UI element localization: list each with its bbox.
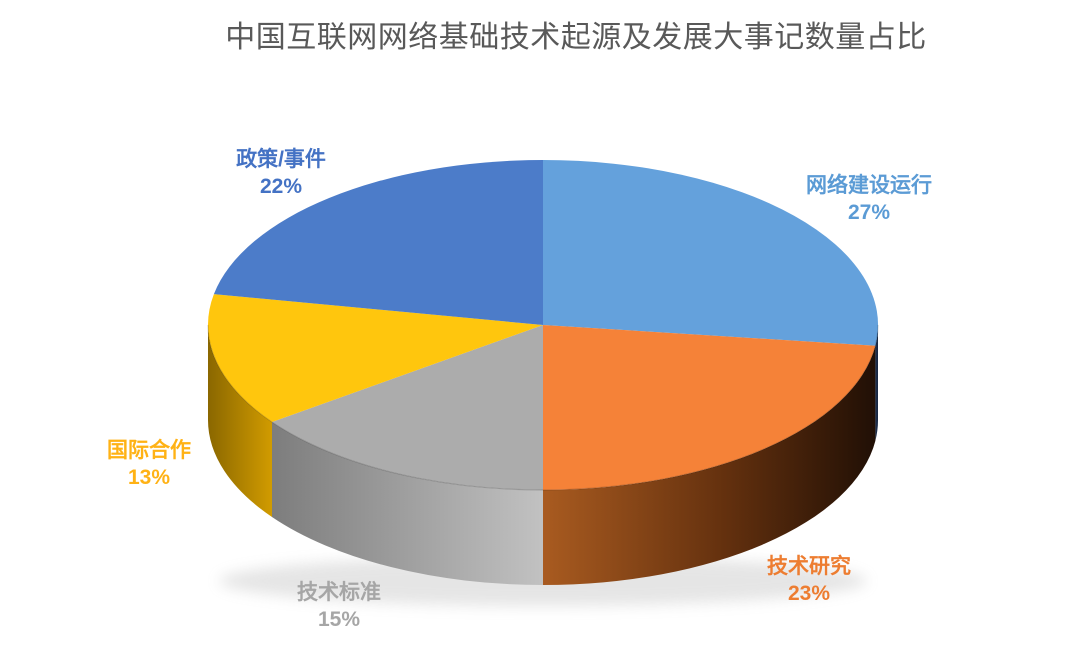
pie-slice-network-operations [543,160,879,346]
pie-side-tech-standards [272,422,543,585]
pie-side-tech-research [543,345,876,585]
pie-slice-tech-standards [272,325,543,490]
pie-slice-intl-cooperation [207,294,543,422]
label-tech-standards-name: 技术标准 [297,581,381,604]
label-tech-standards: 技术标准 15% [297,579,381,633]
chart-title: 中国互联网网络基础技术起源及发展大事记数量占比 [225,21,927,54]
label-intl-cooperation: 国际合作 13% [107,437,191,491]
label-tech-research-pct: 23% [787,582,831,605]
label-policy-events: 政策/事件 22% [236,146,326,200]
pie-slice-tech-research [543,325,876,490]
label-tech-standards-pct: 15% [317,608,361,631]
label-intl-cooperation-pct: 13% [127,466,171,489]
pie-rim [207,324,879,491]
pie-slice-policy-events [213,160,543,325]
label-policy-events-name: 政策/事件 [236,148,326,171]
label-intl-cooperation-name: 国际合作 [107,439,191,462]
label-policy-events-pct: 22% [259,175,303,198]
label-network-operations: 网络建设运行 27% [806,172,932,226]
pie-side-network-operations [875,325,879,441]
label-network-operations-name: 网络建设运行 [806,174,932,197]
label-network-operations-pct: 27% [847,201,891,224]
label-tech-research: 技术研究 23% [767,553,851,607]
label-tech-research-name: 技术研究 [767,555,851,578]
pie-side-intl-cooperation [208,325,272,517]
